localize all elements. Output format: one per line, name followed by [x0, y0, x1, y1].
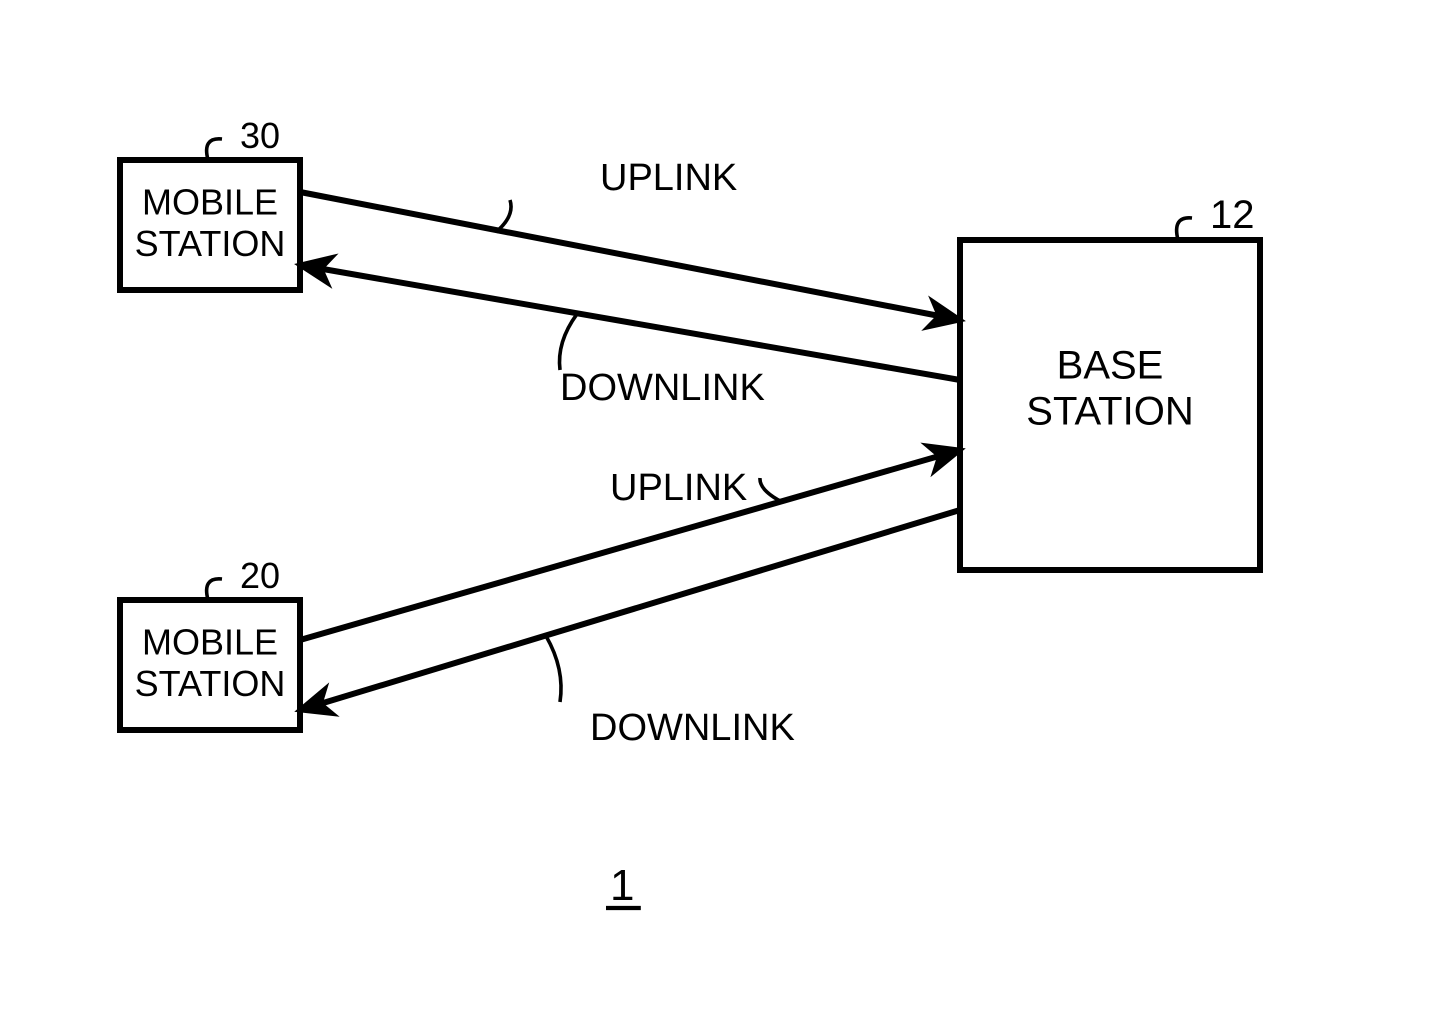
base-station-label-1: BASE — [1057, 344, 1164, 388]
downlink-1-leader — [559, 314, 577, 370]
mobile-station-2-label-1: MOBILE — [142, 622, 278, 663]
base-station-ref-leader — [1177, 218, 1192, 240]
downlink-2-label: DOWNLINK — [590, 707, 795, 749]
figure-number: 1 — [610, 861, 634, 910]
mobile-station-1: MOBILE STATION 30 — [120, 115, 300, 290]
mobile-station-2-label-2: STATION — [135, 663, 286, 704]
mobile-station-2-ref: 20 — [240, 555, 280, 596]
edges: UPLINK DOWNLINK UPLINK DOWNLINK — [300, 157, 960, 749]
uplink-1-leader — [496, 200, 511, 232]
mobile-station-1-label-2: STATION — [135, 223, 286, 264]
downlink-2-leader — [546, 636, 561, 702]
base-station-ref: 12 — [1210, 193, 1255, 237]
downlink-1-arrow — [300, 265, 960, 380]
base-station: BASE STATION 12 — [960, 193, 1260, 570]
diagram-canvas: MOBILE STATION 30 MOBILE STATION 20 BASE… — [0, 0, 1438, 1012]
uplink-1-arrow — [300, 192, 960, 320]
uplink-2-label: UPLINK — [610, 467, 747, 509]
mobile-station-1-label-1: MOBILE — [142, 182, 278, 223]
mobile-station-1-ref-leader — [207, 139, 222, 160]
mobile-station-2-ref-leader — [207, 579, 222, 600]
uplink-2-leader — [760, 478, 782, 502]
mobile-station-2: MOBILE STATION 20 — [120, 555, 300, 730]
downlink-1-label: DOWNLINK — [560, 367, 765, 409]
uplink-1-label: UPLINK — [600, 157, 737, 199]
base-station-label-2: STATION — [1026, 390, 1193, 434]
mobile-station-1-ref: 30 — [240, 115, 280, 156]
